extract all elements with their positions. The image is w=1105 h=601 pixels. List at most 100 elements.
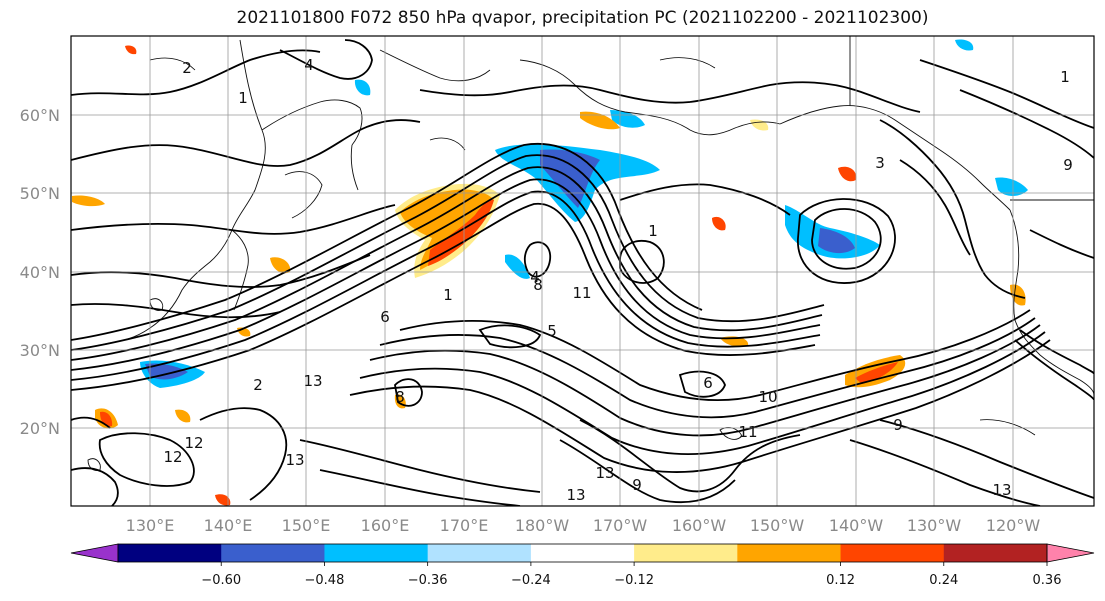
contour-line — [979, 419, 1036, 436]
colorbar-tick-label: −0.48 — [305, 573, 345, 588]
contour-line — [71, 416, 111, 429]
contour-value-label: 6 — [703, 374, 713, 392]
precip-patch — [125, 45, 137, 55]
contour-line — [879, 119, 1026, 299]
contour-value-label: 13 — [566, 486, 585, 504]
contour-line — [359, 331, 1046, 456]
contour-line — [279, 39, 373, 80]
contour-line — [71, 166, 823, 361]
contour-line — [811, 208, 882, 270]
contour-value-label: 10 — [758, 388, 777, 406]
lat-tick-label: 60°N — [20, 106, 60, 125]
contour-value-label: 4 — [530, 268, 540, 286]
colorbar-segment — [118, 544, 222, 562]
precip-patch — [145, 363, 188, 380]
colorbar-tick-labels: −0.60−0.48−0.36−0.24−0.120.120.240.360.4… — [201, 562, 1061, 588]
contour-line — [1019, 329, 1094, 375]
thin-contours — [149, 57, 1036, 436]
colorbar-extend-min — [70, 543, 119, 563]
contour-line — [71, 190, 821, 381]
contour-value-label: 12 — [163, 448, 182, 466]
coastline — [379, 49, 491, 82]
contour-value-label: 11 — [572, 284, 591, 302]
map-background — [71, 36, 1094, 506]
contour-value-label: 3 — [875, 154, 885, 172]
colorbar-segment — [324, 544, 429, 562]
colorbar-segment — [943, 544, 1048, 562]
lon-tick-label: 160°W — [672, 516, 727, 535]
coastline — [284, 171, 323, 219]
contour-value-label: 1 — [1060, 68, 1070, 86]
contour-line — [349, 339, 1051, 473]
contour-line — [678, 370, 726, 398]
contour-line — [71, 178, 821, 371]
coastline — [779, 105, 1011, 211]
lon-tick-label: 140°E — [204, 516, 253, 535]
colorbar-tick-label: −0.36 — [408, 573, 448, 588]
precip-patch — [712, 216, 726, 231]
contour-value-label: 8 — [533, 276, 543, 294]
coastline — [350, 144, 359, 191]
contour-line — [619, 183, 791, 216]
precip-patch — [855, 362, 898, 384]
contour-value-label: 13 — [992, 481, 1011, 499]
map-frame — [70, 35, 1095, 507]
contour-value-label: 2 — [253, 376, 263, 394]
precip-patch — [270, 257, 291, 274]
longitude-labels: 130°E 140°E 150°E 160°E 170°E 180°W 170°W 160°W… — [126, 516, 1041, 535]
coastline — [1009, 209, 1094, 396]
lat-tick-label: 20°N — [20, 419, 60, 438]
lat-tick-label: 30°N — [20, 341, 60, 360]
contour-value-label: 1 — [648, 222, 658, 240]
contour-line — [319, 469, 521, 506]
contour-value-label: 8 — [395, 388, 405, 406]
precip-patch — [175, 409, 191, 423]
precip-shading — [72, 39, 1028, 506]
contour-line — [559, 439, 736, 504]
colorbar-extend-max — [1046, 543, 1095, 563]
contour-value-label: 13 — [595, 464, 614, 482]
lat-tick-label: 40°N — [20, 263, 60, 282]
colorbar-tick-label: 0.12 — [826, 573, 855, 588]
lon-tick-label: 160°E — [361, 516, 410, 535]
contour-value-label: 13 — [285, 451, 304, 469]
colorbar-segment — [530, 544, 635, 562]
contour-line — [394, 378, 423, 407]
precip-patch — [400, 189, 494, 270]
contour-line — [849, 439, 1041, 506]
colorbar-tick-label: 0.24 — [929, 573, 958, 588]
colorbar-tick-label: −0.12 — [614, 573, 654, 588]
contour-line — [478, 324, 542, 349]
lon-tick-label: 150°E — [282, 516, 331, 535]
contour-line — [919, 59, 1094, 129]
contour-line — [1014, 339, 1094, 401]
contour-line — [71, 204, 396, 235]
contour-value-label: 1 — [443, 286, 453, 304]
contour-value-label: 6 — [380, 308, 390, 326]
lon-tick-label: 180°W — [515, 516, 570, 535]
contour-line — [619, 240, 665, 284]
colorbar-segment — [221, 544, 325, 562]
colorbar-tick-label: −0.60 — [201, 573, 241, 588]
contour-line — [149, 57, 196, 71]
contour-line — [419, 84, 691, 104]
contour-line — [71, 154, 825, 351]
contour-line — [899, 159, 971, 256]
contour-value-label: 2 — [182, 59, 192, 77]
map-title: 2021101800 F072 850 hPa qvapor, precipit… — [236, 8, 929, 28]
contour-line — [579, 419, 801, 493]
coastline — [231, 229, 249, 311]
lon-tick-label: 130°E — [126, 516, 175, 535]
contour-line — [399, 309, 1031, 402]
contour-line — [879, 419, 1094, 499]
contour-line — [797, 198, 896, 284]
colorbar-segment — [427, 544, 532, 562]
contour-line — [71, 467, 119, 506]
colorbar-frame — [117, 543, 1048, 563]
contour-line — [71, 202, 816, 391]
contour-line — [379, 317, 1036, 419]
lon-tick-label: 150°W — [750, 516, 805, 535]
graticule — [71, 36, 1094, 506]
